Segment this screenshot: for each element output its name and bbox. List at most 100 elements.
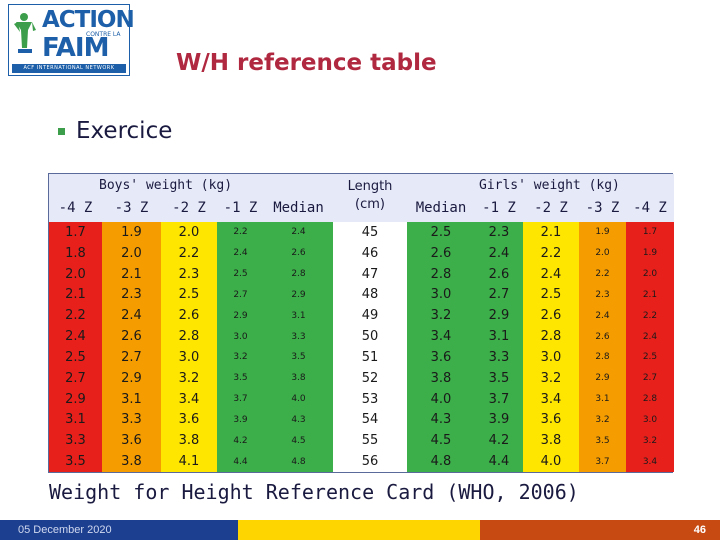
weight-cell: 3.1 (264, 305, 333, 327)
weight-cell: 2.3 (475, 222, 523, 243)
length-cell: 51 (333, 347, 407, 368)
weight-cell: 3.7 (475, 388, 523, 410)
weight-cell: 2.4 (102, 305, 161, 327)
column-header: Median (407, 174, 475, 222)
weight-cell: 1.9 (102, 222, 161, 243)
weight-cell: 3.5 (579, 430, 626, 452)
weight-cell: 2.3 (102, 284, 161, 306)
weight-cell: 3.3 (264, 326, 333, 347)
weight-cell: 2.3 (579, 284, 626, 306)
weight-cell: 3.7 (579, 451, 626, 472)
page-number: 46 (480, 520, 720, 540)
wh-reference-table: Boys' weight (kg) Girls' weight (kg) Len… (48, 173, 674, 473)
weight-cell: 4.0 (523, 451, 579, 472)
weight-cell: 2.4 (626, 326, 674, 347)
weight-cell: 3.5 (475, 367, 523, 389)
weight-cell: 3.5 (217, 367, 264, 389)
length-header-unit: (cm) (355, 197, 385, 212)
weight-cell: 2.6 (161, 305, 217, 327)
weight-cell: 2.4 (523, 263, 579, 285)
weight-cell: 2.7 (626, 367, 674, 389)
weight-cell: 3.0 (217, 326, 264, 347)
weight-cell: 2.2 (579, 263, 626, 285)
weight-cell: 2.0 (161, 222, 217, 243)
child-figure-icon (14, 13, 36, 53)
length-header-label: Length (347, 179, 393, 194)
weight-cell: 3.2 (217, 347, 264, 368)
weight-cell: 4.5 (407, 430, 475, 452)
weight-cell: 3.3 (102, 409, 161, 431)
column-header: -2 Z (523, 174, 579, 222)
weight-cell: 2.7 (49, 367, 102, 389)
weight-cell: 2.9 (264, 284, 333, 306)
weight-cell: 1.9 (579, 222, 626, 243)
weight-cell: 3.2 (579, 409, 626, 431)
logo-action-text: ACTION (42, 7, 135, 33)
weight-cell: 4.3 (264, 409, 333, 431)
weight-cell: 1.9 (626, 242, 674, 264)
weight-cell: 4.5 (264, 430, 333, 452)
weight-cell: 4.1 (161, 451, 217, 472)
weight-cell: 3.8 (407, 367, 475, 389)
weight-cell: 3.6 (523, 409, 579, 431)
weight-cell: 3.7 (217, 388, 264, 410)
weight-cell: 2.5 (161, 284, 217, 306)
weight-cell: 3.4 (626, 451, 674, 472)
weight-cell: 3.0 (523, 347, 579, 368)
weight-cell: 2.2 (49, 305, 102, 327)
length-cell: 55 (333, 430, 407, 452)
weight-cell: 2.9 (579, 367, 626, 389)
weight-cell: 3.3 (475, 347, 523, 368)
acf-logo: ACTION CONTRE LA FAIM ACF INTERNATIONAL … (8, 4, 135, 76)
weight-cell: 2.3 (161, 263, 217, 285)
weight-cell: 3.1 (49, 409, 102, 431)
weight-cell: 2.6 (523, 305, 579, 327)
weight-cell: 3.6 (102, 430, 161, 452)
weight-cell: 4.2 (217, 430, 264, 452)
weight-cell: 4.8 (407, 451, 475, 472)
logo-faim-text: FAIM (42, 33, 109, 63)
weight-cell: 3.9 (475, 409, 523, 431)
weight-cell: 2.1 (626, 284, 674, 306)
weight-cell: 2.8 (626, 388, 674, 410)
weight-cell: 3.8 (102, 451, 161, 472)
column-header: Median (264, 174, 333, 222)
weight-cell: 2.8 (579, 347, 626, 368)
weight-cell: 2.5 (217, 263, 264, 285)
weight-cell: 2.2 (626, 305, 674, 327)
weight-cell: 1.7 (49, 222, 102, 243)
slide-title: W/H reference table (176, 50, 437, 76)
boys-group-header: Boys' weight (kg) (99, 178, 233, 193)
weight-cell: 3.0 (626, 409, 674, 431)
table-caption: Weight for Height Reference Card (WHO, 2… (49, 480, 579, 504)
weight-cell: 2.7 (102, 347, 161, 368)
weight-cell: 2.1 (102, 263, 161, 285)
weight-cell: 4.0 (407, 388, 475, 410)
footer-yellow-band (238, 520, 480, 540)
weight-cell: 3.5 (264, 347, 333, 368)
length-header: Length (cm) (333, 178, 407, 214)
girls-group-header: Girls' weight (kg) (479, 178, 620, 193)
weight-cell: 2.0 (579, 242, 626, 264)
weight-cell: 3.8 (161, 430, 217, 452)
weight-cell: 2.4 (475, 242, 523, 264)
weight-cell: 4.3 (407, 409, 475, 431)
weight-cell: 2.6 (475, 263, 523, 285)
weight-cell: 3.3 (49, 430, 102, 452)
length-cell: 49 (333, 305, 407, 327)
weight-cell: 2.9 (102, 367, 161, 389)
weight-cell: 2.1 (49, 284, 102, 306)
weight-cell: 2.8 (523, 326, 579, 347)
weight-cell: 3.8 (523, 430, 579, 452)
weight-cell: 1.8 (49, 242, 102, 264)
weight-cell: 3.4 (407, 326, 475, 347)
weight-cell: 3.0 (161, 347, 217, 368)
weight-cell: 1.7 (626, 222, 674, 243)
length-cell: 47 (333, 263, 407, 285)
weight-cell: 2.0 (49, 263, 102, 285)
column-header: -1 Z (217, 174, 264, 222)
weight-cell: 2.4 (579, 305, 626, 327)
length-cell: 46 (333, 242, 407, 264)
weight-cell: 2.8 (264, 263, 333, 285)
column-header: -4 Z (626, 174, 674, 222)
